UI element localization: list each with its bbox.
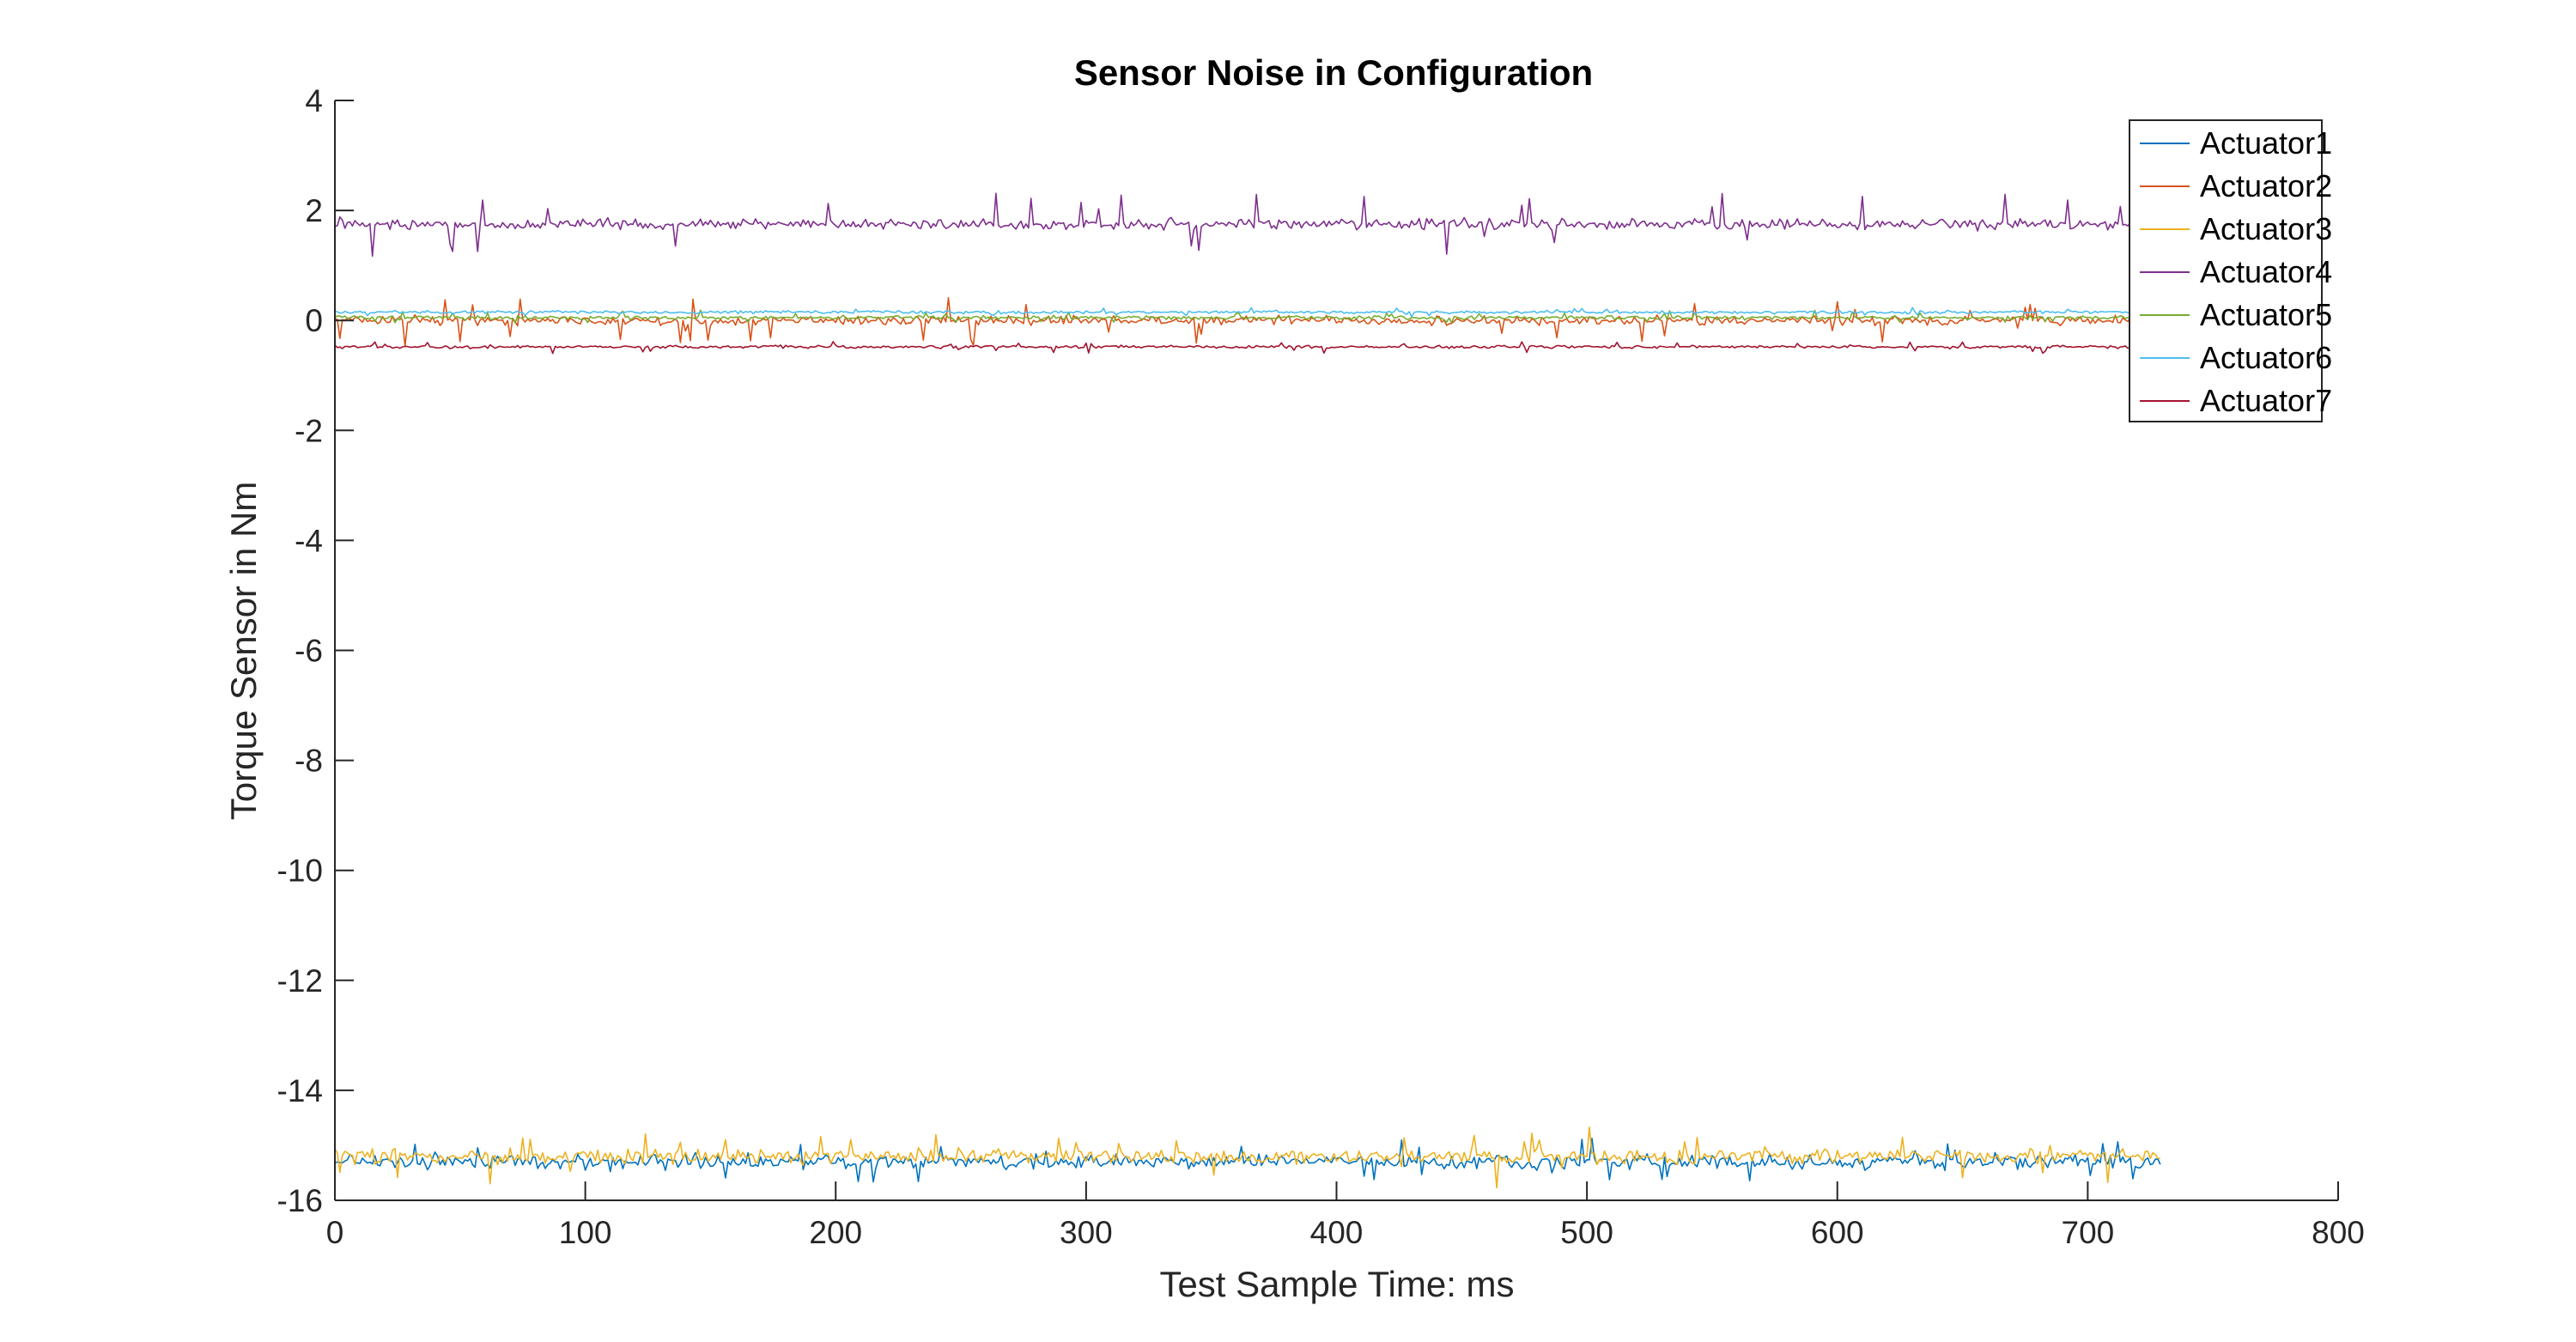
x-tick-label: 400 bbox=[1310, 1215, 1364, 1250]
series-line-actuator2 bbox=[334, 296, 2161, 348]
series-line-actuator1 bbox=[334, 1138, 2161, 1183]
y-tick-label: 2 bbox=[305, 193, 323, 228]
x-tick-label: 200 bbox=[809, 1215, 862, 1250]
legend-label: Actuator4 bbox=[2200, 254, 2332, 289]
x-tick-label: 300 bbox=[1060, 1215, 1113, 1250]
legend-label: Actuator7 bbox=[2200, 383, 2332, 418]
legend-label: Actuator6 bbox=[2200, 340, 2332, 375]
y-tick-label: -4 bbox=[295, 523, 323, 558]
series-line-actuator7 bbox=[334, 341, 2161, 355]
chart-title: Sensor Noise in Configuration bbox=[1074, 52, 1593, 93]
x-tick-label: 600 bbox=[1811, 1215, 1864, 1250]
y-tick-label: -14 bbox=[277, 1073, 323, 1108]
y-tick-label: -8 bbox=[295, 744, 323, 779]
axes bbox=[334, 100, 2338, 1201]
x-tick-label: 800 bbox=[2312, 1215, 2365, 1250]
legend-label: Actuator2 bbox=[2200, 168, 2332, 203]
y-tick-label: 0 bbox=[305, 303, 323, 338]
legend: Actuator1 Actuator2 Actuator3 Actuator4 Actu… bbox=[2129, 119, 2332, 422]
series-line-actuator6 bbox=[334, 307, 2161, 318]
x-axis-label: Test Sample Time: ms bbox=[1159, 1264, 1514, 1304]
x-tick-label: 100 bbox=[559, 1215, 612, 1250]
x-tick-label: 700 bbox=[2062, 1215, 2115, 1250]
series-line-actuator5 bbox=[334, 309, 2161, 324]
y-tick-label: -12 bbox=[277, 963, 323, 999]
y-tick-label: 4 bbox=[305, 83, 323, 118]
legend-label: Actuator5 bbox=[2200, 297, 2332, 332]
y-tick-label: -10 bbox=[277, 853, 323, 889]
x-tick-label: 500 bbox=[1560, 1215, 1613, 1250]
legend-label: Actuator1 bbox=[2200, 125, 2332, 161]
series-line-actuator3 bbox=[334, 1126, 2160, 1189]
x-ticks: 0 100 200 300 400 500 600 700 800 bbox=[326, 1181, 2365, 1250]
x-tick-label: 0 bbox=[326, 1215, 344, 1250]
legend-entries: Actuator1 Actuator2 Actuator3 Actuator4 Actu… bbox=[2140, 125, 2332, 418]
legend-box bbox=[2129, 119, 2323, 422]
y-ticks: 4 2 0 -2 -4 -6 -8 -10 -12 -14 -16 bbox=[277, 83, 354, 1218]
series-layer bbox=[334, 192, 2161, 1189]
y-tick-label: -2 bbox=[295, 413, 323, 448]
y-tick-label: -6 bbox=[295, 634, 323, 669]
series-line-actuator4 bbox=[334, 192, 2161, 258]
y-axis-label: Torque Sensor in Nm bbox=[223, 482, 264, 821]
y-tick-label: -16 bbox=[277, 1183, 323, 1218]
legend-label: Actuator3 bbox=[2200, 211, 2332, 246]
